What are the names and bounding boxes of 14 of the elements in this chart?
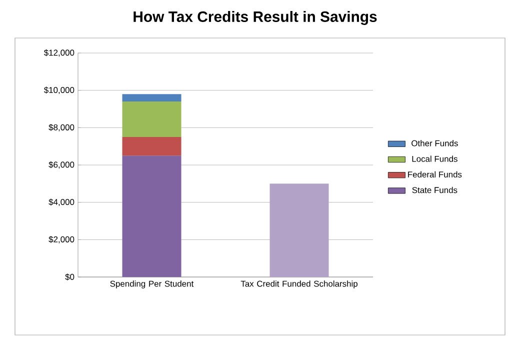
- legend-label: State Funds: [412, 186, 458, 194]
- y-tick-label: $0: [65, 274, 74, 280]
- x-tick-label: Tax Credit Funded Scholarship: [240, 280, 358, 288]
- x-tick-label: Spending Per Student: [110, 280, 194, 288]
- legend-label: Federal Funds: [408, 171, 462, 178]
- y-tick-label: $10,000: [44, 86, 74, 94]
- y-tick-label: $6,000: [48, 161, 74, 169]
- y-tick-label: $8,000: [48, 124, 74, 132]
- y-tick-label: $12,000: [44, 49, 74, 57]
- y-tick-label: $4,000: [48, 198, 74, 206]
- legend-label: Local Funds: [412, 156, 458, 162]
- legend-label: Other Funds: [412, 140, 458, 146]
- chart-title: How Tax Credits Result in Savings: [134, 11, 377, 25]
- y-tick-label: $2,000: [48, 236, 74, 244]
